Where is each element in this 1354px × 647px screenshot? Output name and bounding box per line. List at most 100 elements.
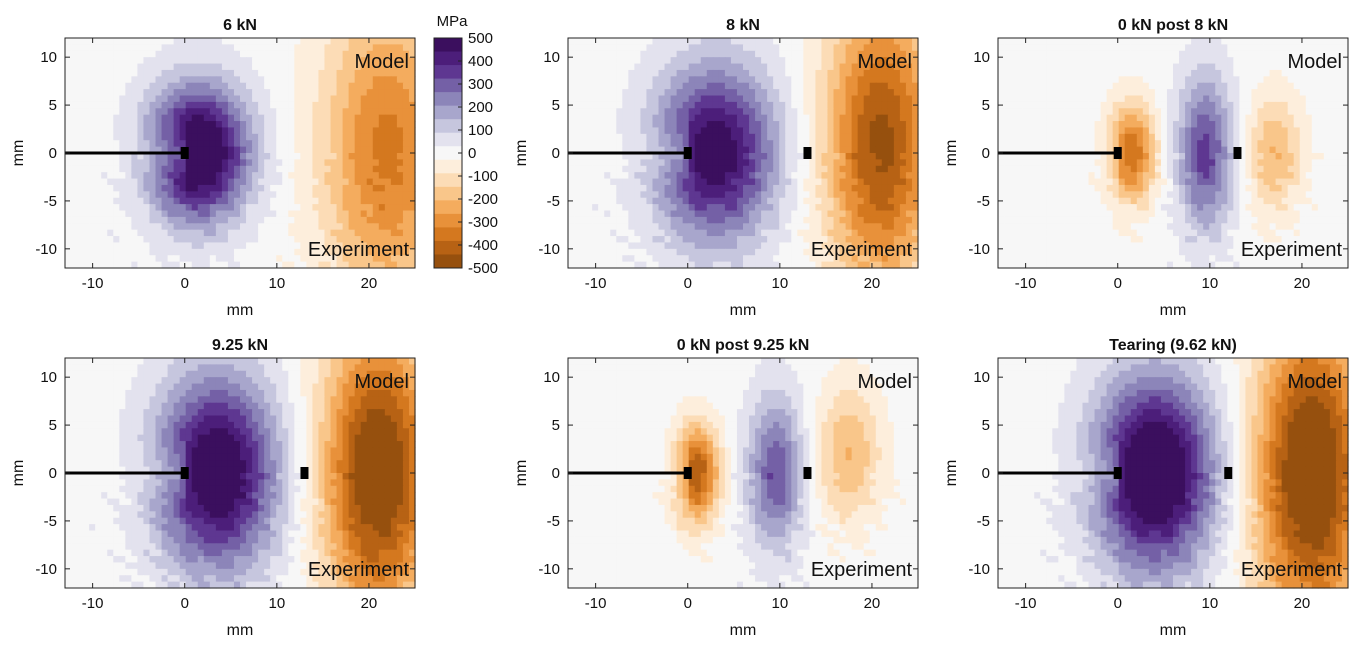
field-cell (586, 121, 593, 129)
field-cell (300, 76, 307, 84)
field-cell (354, 172, 362, 180)
field-cell (1293, 69, 1301, 77)
field-cell (372, 76, 380, 84)
field-cell (258, 82, 265, 90)
field-cell (240, 101, 247, 109)
field-cell (366, 127, 374, 135)
field-cell (282, 204, 289, 212)
field-cell (670, 108, 678, 116)
field-cell (580, 140, 587, 148)
field-cell (610, 38, 617, 45)
field-cell (899, 57, 907, 65)
field-cell (240, 50, 247, 58)
field-cell (185, 184, 193, 192)
field-cell (580, 38, 587, 45)
field-cell (149, 255, 157, 263)
field-cell (652, 255, 660, 263)
field-cell (191, 184, 199, 192)
field-cell (809, 153, 817, 160)
model-label: Model (858, 51, 912, 73)
field-cell (616, 121, 623, 129)
field-cell (83, 159, 90, 167)
field-cell (396, 242, 404, 250)
field-cell (634, 108, 642, 116)
field-cell (191, 204, 199, 212)
field-cell (869, 82, 877, 90)
field-cell (113, 229, 120, 237)
field-cell (252, 229, 259, 237)
field-cell (1203, 50, 1210, 58)
field-cell (875, 216, 883, 224)
field-cell (749, 38, 756, 45)
field-cell (1239, 95, 1247, 103)
field-cell (694, 101, 702, 109)
field-cell (101, 165, 108, 173)
field-cell (821, 121, 829, 129)
field-cell (863, 108, 871, 116)
field-cell (137, 184, 145, 192)
field-cell (1317, 76, 1325, 84)
field-cell (875, 204, 883, 212)
field-cell (712, 216, 720, 224)
field-cell (628, 101, 635, 109)
field-cell (730, 63, 738, 71)
field-cell (300, 69, 307, 77)
field-cell (1293, 114, 1301, 122)
field-cell (233, 101, 241, 109)
field-cell (694, 184, 702, 192)
field-cell (227, 57, 235, 65)
field-cell (1227, 76, 1234, 84)
field-cell (998, 76, 1005, 84)
field-cell (1173, 76, 1180, 84)
field-cell (390, 76, 398, 84)
field-cell (264, 89, 271, 97)
field-cell (402, 140, 410, 148)
field-cell (785, 101, 792, 109)
field-cell (622, 44, 629, 52)
field-cell (718, 184, 726, 192)
field-cell (797, 255, 804, 263)
field-cell (191, 108, 199, 116)
field-cell (161, 44, 169, 52)
field-cell (402, 165, 410, 173)
field-cell (598, 63, 605, 71)
field-cell (336, 133, 344, 141)
field-cell (755, 63, 762, 71)
field-cell (197, 236, 205, 244)
y-axis-label: mm (513, 140, 530, 167)
field-cell (107, 236, 114, 244)
field-cell (887, 191, 895, 199)
field-cell (743, 242, 750, 250)
field-cell (1016, 38, 1023, 45)
field-cell (1010, 38, 1017, 45)
field-cell (149, 159, 157, 167)
field-cell (827, 204, 835, 212)
field-cell (833, 44, 841, 52)
field-cell (366, 261, 374, 269)
field-cell (1305, 89, 1313, 97)
field-cell (342, 89, 350, 97)
field-cell (372, 121, 380, 129)
field-cell (640, 191, 648, 199)
field-cell (227, 127, 235, 135)
field-cell (324, 76, 332, 84)
field-cell (646, 172, 654, 180)
field-cell (646, 95, 654, 103)
field-cell (185, 114, 193, 122)
field-cell (306, 101, 314, 109)
field-cell (706, 178, 714, 186)
field-cell (348, 216, 356, 224)
field-cell (101, 172, 108, 180)
field-cell (179, 236, 187, 244)
field-cell (724, 38, 732, 45)
field-cell (574, 95, 581, 103)
field-cell (378, 114, 386, 122)
crack-tip-marker (803, 147, 812, 159)
field-cell (827, 69, 835, 77)
field-cell (227, 38, 235, 45)
field-cell (743, 204, 750, 212)
field-cell (797, 261, 804, 269)
field-cell (264, 184, 271, 192)
field-cell (574, 38, 581, 45)
field-cell (1094, 76, 1102, 84)
